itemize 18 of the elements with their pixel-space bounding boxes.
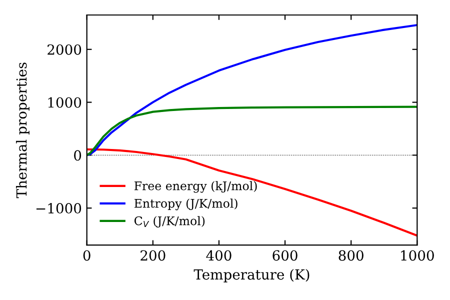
x-axis-title: Temperature (K) bbox=[194, 268, 310, 282]
x-tick-label: 200 bbox=[140, 250, 166, 261]
x-tick-label: 0 bbox=[83, 250, 90, 261]
y-axis-title: Thermal properties bbox=[16, 62, 30, 198]
y-tick-label: −1000 bbox=[36, 203, 82, 214]
y-tick-label: 1000 bbox=[48, 97, 82, 108]
legend-label: C$_{V}$ (J/K/mol) bbox=[134, 216, 205, 228]
line-series bbox=[86, 24, 418, 156]
legend-label: Free energy (kJ/mol) bbox=[134, 181, 257, 193]
line-series bbox=[86, 106, 418, 156]
x-tick-label: 1000 bbox=[401, 250, 434, 261]
x-tick-label: 800 bbox=[338, 250, 364, 261]
x-tick-label: 400 bbox=[206, 250, 232, 261]
line-series bbox=[86, 148, 418, 237]
y-tick-label: 2000 bbox=[48, 44, 82, 55]
legend-label: Entropy (J/K/mol) bbox=[134, 198, 238, 210]
y-tick-label: 0 bbox=[74, 150, 82, 161]
x-tick-label: 600 bbox=[272, 250, 298, 261]
